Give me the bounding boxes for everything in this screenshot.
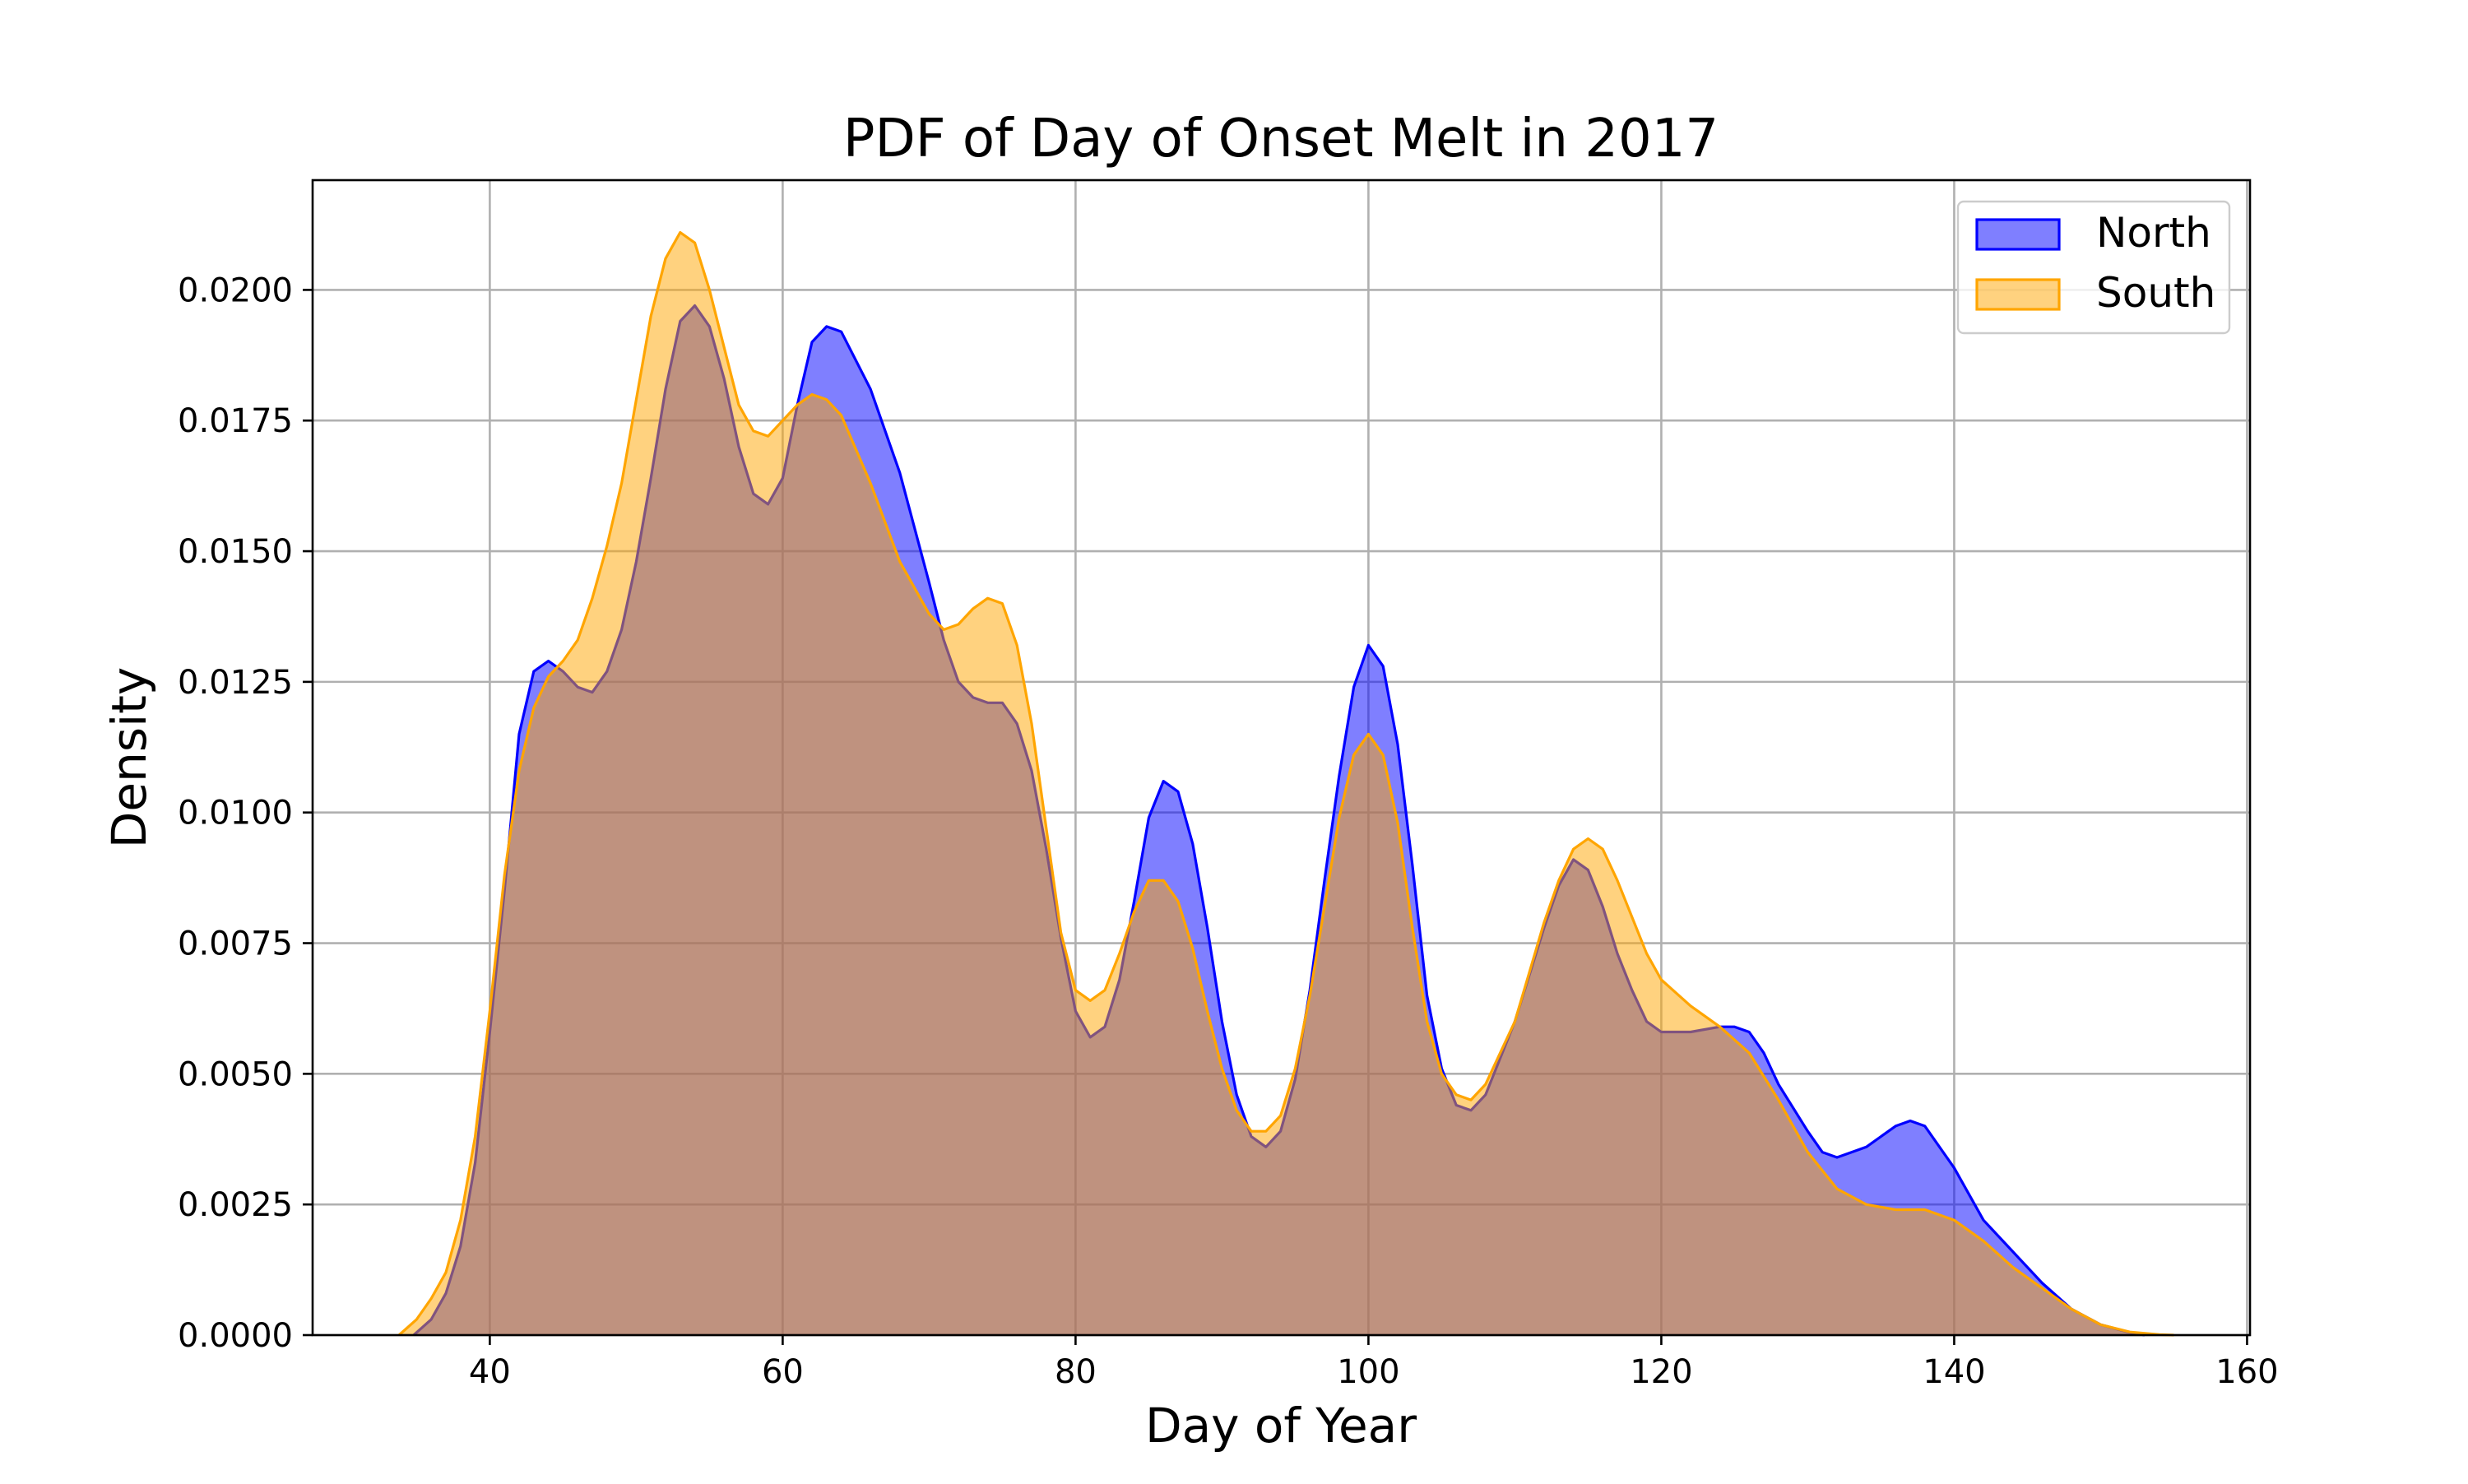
x-tick-label: 160 [2215, 1353, 2278, 1391]
x-axis-label: Day of Year [1145, 1398, 1417, 1454]
y-tick-label: 0.0150 [178, 533, 293, 571]
plot-frame [311, 179, 2252, 1337]
x-tick-label: 80 [1055, 1353, 1097, 1391]
legend-label-south: South [2096, 269, 2215, 317]
y-tick-label: 0.0200 [178, 271, 293, 309]
x-tick-label: 120 [1630, 1353, 1692, 1391]
x-tick-label: 100 [1337, 1353, 1399, 1391]
y-tick-label: 0.0175 [178, 402, 293, 440]
y-axis: 0.0000 0.0025 0.0050 0.0075 0.0100 0.0125 0.01… [178, 271, 313, 1355]
legend: North South [1956, 200, 2231, 335]
density-area-south [399, 232, 2174, 1335]
legend-swatch-south [1975, 278, 2061, 311]
chart-title: PDF of Day of Onset Melt in 2017 [843, 109, 1719, 169]
x-tick-label: 60 [762, 1353, 804, 1391]
y-tick-label: 0.0025 [178, 1186, 293, 1224]
series-layer [397, 230, 2174, 1337]
y-tick-label: 0.0000 [178, 1317, 293, 1355]
y-tick-label: 0.0125 [178, 664, 293, 702]
y-tick-label: 0.0075 [178, 925, 293, 963]
density-line-south [397, 230, 2174, 1337]
y-axis-label: Density [101, 667, 157, 849]
x-axis: 40 60 80 100 120 140 160 [469, 1335, 2279, 1391]
legend-swatch-north [1975, 218, 2061, 251]
y-tick-label: 0.0050 [178, 1055, 293, 1093]
y-tick-label: 0.0100 [178, 795, 293, 832]
x-tick-label: 40 [469, 1353, 511, 1391]
legend-label-north: North [2096, 209, 2211, 257]
x-tick-label: 140 [1923, 1353, 1985, 1391]
